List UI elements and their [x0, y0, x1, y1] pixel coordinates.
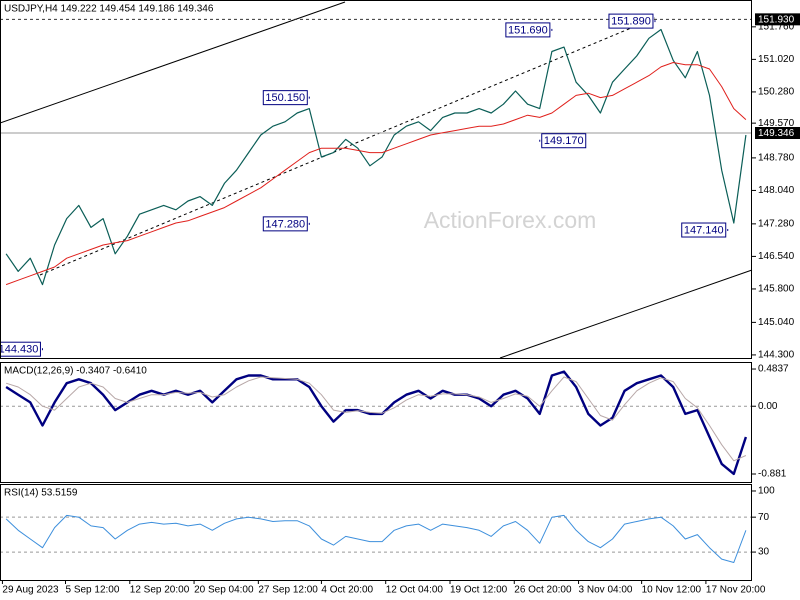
- series-line: [5, 376, 747, 462]
- price-tag-label: 151.930: [758, 14, 795, 25]
- x-tick-label: 29 Aug 2023: [2, 585, 59, 596]
- panel: [0, 514, 752, 563]
- y-tick-label: 148.780: [758, 153, 795, 164]
- x-tick-label: 12 Sep 20:00: [130, 585, 190, 596]
- annotation-box: [262, 90, 308, 106]
- annotation-box: [541, 133, 587, 149]
- annotation-label: 147.140: [684, 224, 724, 236]
- y-tick-label: 70: [758, 512, 770, 523]
- panel-title: MACD(12,26,9) -0.3407 -0.6410: [4, 366, 147, 377]
- y-tick-label: 145.800: [758, 284, 795, 295]
- annotation-box: [262, 216, 308, 232]
- y-tick-label: 30: [758, 547, 770, 558]
- x-tick-label: 19 Oct 12:00: [450, 585, 508, 596]
- y-tick-label: 0.4837: [758, 364, 789, 375]
- series-line: [5, 370, 748, 476]
- x-tick-label: 5 Sep 12:00: [65, 585, 119, 596]
- y-tick-label: 151.760: [758, 21, 795, 32]
- channel-line: [499, 269, 753, 359]
- annotation-label: 149.170: [544, 135, 584, 147]
- annotation-box: [681, 222, 727, 238]
- series-line: [5, 28, 747, 286]
- x-tick-label: 26 Oct 20:00: [514, 585, 572, 596]
- x-tick-label: 3 Nov 04:00: [579, 585, 633, 596]
- annotation-box: [0, 341, 41, 357]
- panel-frame: [0, 362, 752, 483]
- panel-title: USDJPY,H4 149.222 149.454 149.186 149.34…: [4, 4, 214, 15]
- panel-title: RSI(14) 53.5159: [4, 488, 78, 499]
- x-tick-label: 27 Sep 12:00: [258, 585, 318, 596]
- y-tick-label: 149.570: [758, 118, 795, 129]
- x-tick-label: 10 Nov 12:00: [642, 585, 702, 596]
- annotation-box: [505, 22, 551, 38]
- x-tick-label: 4 Oct 20:00: [321, 585, 373, 596]
- price-tag: [755, 126, 800, 139]
- annotation-label: 151.690: [508, 24, 548, 36]
- y-tick-label: 147.280: [758, 219, 795, 230]
- x-tick-label: 12 Oct 04:00: [386, 585, 444, 596]
- panel-frame: [0, 484, 752, 581]
- y-tick-label: 146.540: [758, 251, 795, 262]
- y-tick-label: 144.300: [758, 350, 795, 361]
- y-tick-label: 150.280: [758, 87, 795, 98]
- price-tag: [755, 13, 800, 26]
- y-tick-label: 100: [758, 486, 775, 497]
- panel: [0, 370, 752, 476]
- price-tag-label: 149.346: [758, 128, 795, 139]
- y-tick-label: 151.020: [758, 54, 795, 65]
- annotation-label: 150.150: [265, 92, 305, 104]
- y-tick-label: 145.040: [758, 317, 795, 328]
- annotation-box: [608, 13, 654, 29]
- annotation-label: 144.430: [0, 344, 38, 356]
- channel-line: [0, 1, 346, 124]
- y-tick-label: 148.040: [758, 185, 795, 196]
- panel-frame: [0, 0, 752, 359]
- y-tick-label: 0.00: [758, 401, 778, 412]
- series-line: [5, 514, 747, 563]
- annotation-label: 147.280: [265, 218, 305, 230]
- y-tick-label: -0.881: [758, 469, 787, 480]
- x-tick-label: 17 Nov 20:00: [706, 585, 766, 596]
- x-tick-label: 20 Sep 04:00: [194, 585, 254, 596]
- watermark: ActionForex.com: [424, 207, 597, 233]
- annotation-label: 151.890: [611, 16, 651, 28]
- series-line: [5, 62, 747, 286]
